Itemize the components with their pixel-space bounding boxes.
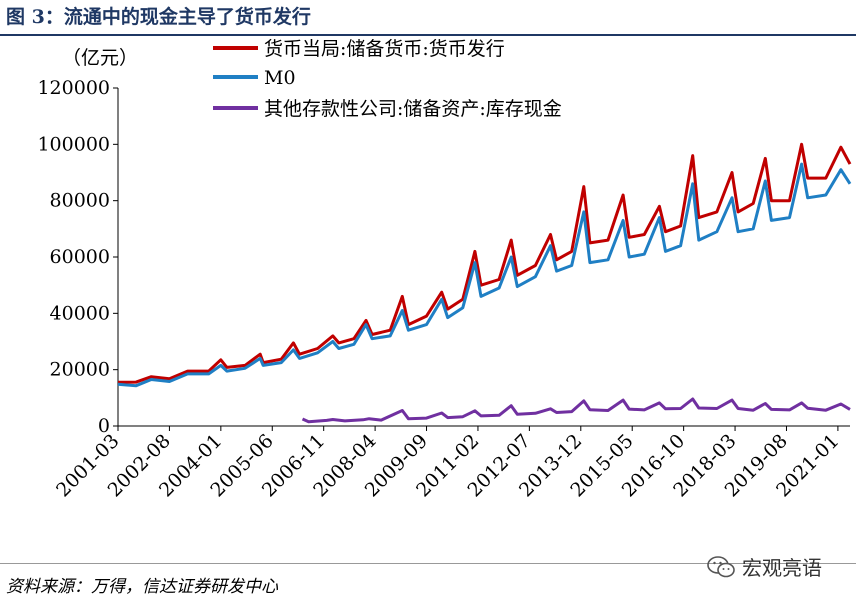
wechat-icon: [707, 555, 735, 577]
footer-rule: [0, 563, 856, 564]
y-tick-label: 20000: [50, 359, 110, 381]
series-line-1: [117, 142, 852, 384]
y-tick-label: 60000: [50, 246, 110, 268]
chart-area: （亿元）020000400006000080000100000120000200…: [37, 38, 852, 501]
y-tick-label: 120000: [37, 77, 110, 99]
chart-title: 图 3：流通中的现金主导了货币发行: [6, 6, 311, 28]
y-tick-label: 100000: [37, 133, 110, 155]
legend-label-1: 货币当局:储备货币:货币发行: [264, 38, 505, 60]
title-rule: [0, 34, 856, 36]
source-note: 资料来源：万得，信达证券研发中心: [6, 577, 278, 597]
legend-label-3: 其他存款性公司:储备资产:库存现金: [264, 98, 562, 120]
watermark: 宏观亮语: [706, 552, 822, 581]
y-tick-label: 0: [98, 415, 110, 437]
y-tick-label: 40000: [50, 302, 110, 324]
legend-label-2: M0: [264, 67, 296, 89]
y-axis-unit: （亿元）: [62, 47, 138, 69]
y-tick-label: 80000: [50, 190, 110, 212]
watermark-text: 宏观亮语: [742, 556, 822, 580]
series-line-2: [117, 162, 852, 388]
series-line-3: [301, 397, 851, 424]
